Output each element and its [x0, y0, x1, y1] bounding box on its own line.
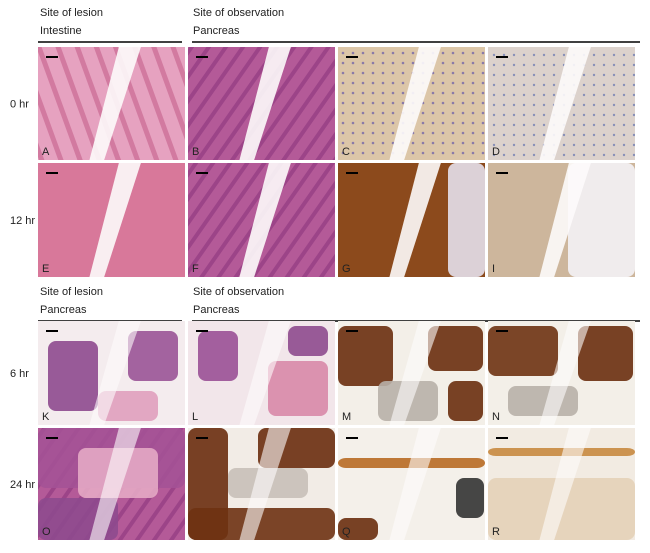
panel-letter: R: [492, 526, 500, 538]
panel-letter: O: [42, 526, 51, 538]
panel: B: [188, 47, 335, 160]
lumen: [389, 47, 441, 160]
lumen: [89, 47, 141, 160]
lumen: [539, 428, 591, 540]
panel: N: [488, 321, 635, 425]
tissue: [338, 326, 393, 386]
panel: M: [338, 321, 485, 425]
panel: C: [338, 47, 485, 160]
tissue: [448, 163, 485, 277]
row-label: 12 hr: [10, 215, 35, 227]
header-line1: Site of lesion: [40, 286, 103, 298]
panel-letter: D: [492, 146, 500, 158]
panel-letter: E: [42, 263, 49, 275]
panel: R: [488, 428, 635, 540]
header-line2: Pancreas: [193, 25, 240, 37]
tissue: [488, 448, 635, 456]
lumen: [239, 47, 291, 160]
panel: I: [488, 163, 635, 277]
panel: Q: [338, 428, 485, 540]
lumen: [389, 321, 441, 425]
panel: G: [338, 163, 485, 277]
panel: D: [488, 47, 635, 160]
panel: E: [38, 163, 185, 277]
tissue: [428, 326, 483, 371]
tissue: [288, 326, 328, 356]
tissue: [508, 386, 578, 416]
panel: K: [38, 321, 185, 425]
header-line2: Intestine: [40, 25, 82, 37]
lumen: [539, 47, 591, 160]
lumen: [239, 428, 291, 540]
header-line1: Site of observation: [193, 7, 284, 19]
panel: A: [38, 47, 185, 160]
tissue: [128, 331, 178, 381]
lumen: [239, 163, 291, 277]
panel-letter: K: [42, 411, 50, 423]
lumen: [539, 163, 591, 277]
tissue: [488, 326, 558, 376]
lumen: [89, 163, 141, 277]
panel-letter: B: [192, 146, 199, 158]
panel: [188, 428, 335, 540]
panel-letter: C: [342, 146, 350, 158]
panel: L: [188, 321, 335, 425]
panel: O: [38, 428, 185, 540]
panel-letter: M: [342, 411, 351, 423]
tissue: [48, 341, 98, 411]
header-line1: Site of observation: [193, 286, 284, 298]
panel: F: [188, 163, 335, 277]
header-line2: Pancreas: [193, 304, 240, 316]
tissue: [456, 478, 484, 518]
panel-letter: F: [192, 263, 199, 275]
tissue: [268, 361, 328, 416]
tissue: [198, 331, 238, 381]
tissue: [188, 508, 335, 540]
panel-letter: Q: [342, 526, 351, 538]
row-label: 0 hr: [10, 99, 29, 111]
panel-letter: N: [492, 411, 500, 423]
tissue: [338, 518, 378, 540]
header-line2: Pancreas: [40, 304, 87, 316]
row-label: 6 hr: [10, 368, 29, 380]
lumen: [89, 428, 141, 540]
lumen: [389, 428, 441, 540]
panel-letter: G: [342, 263, 351, 275]
lumen: [239, 321, 291, 425]
panel-letter: A: [42, 146, 50, 158]
tissue: [448, 381, 483, 421]
panel-letter: I: [492, 263, 495, 275]
lumen: [539, 321, 591, 425]
panel-letter: L: [192, 411, 198, 423]
lumen: [389, 163, 441, 277]
header-line1: Site of lesion: [40, 7, 103, 19]
tissue: [568, 163, 635, 277]
row-label: 24 hr: [10, 479, 35, 491]
lumen: [89, 321, 141, 425]
tissue: [578, 326, 633, 381]
